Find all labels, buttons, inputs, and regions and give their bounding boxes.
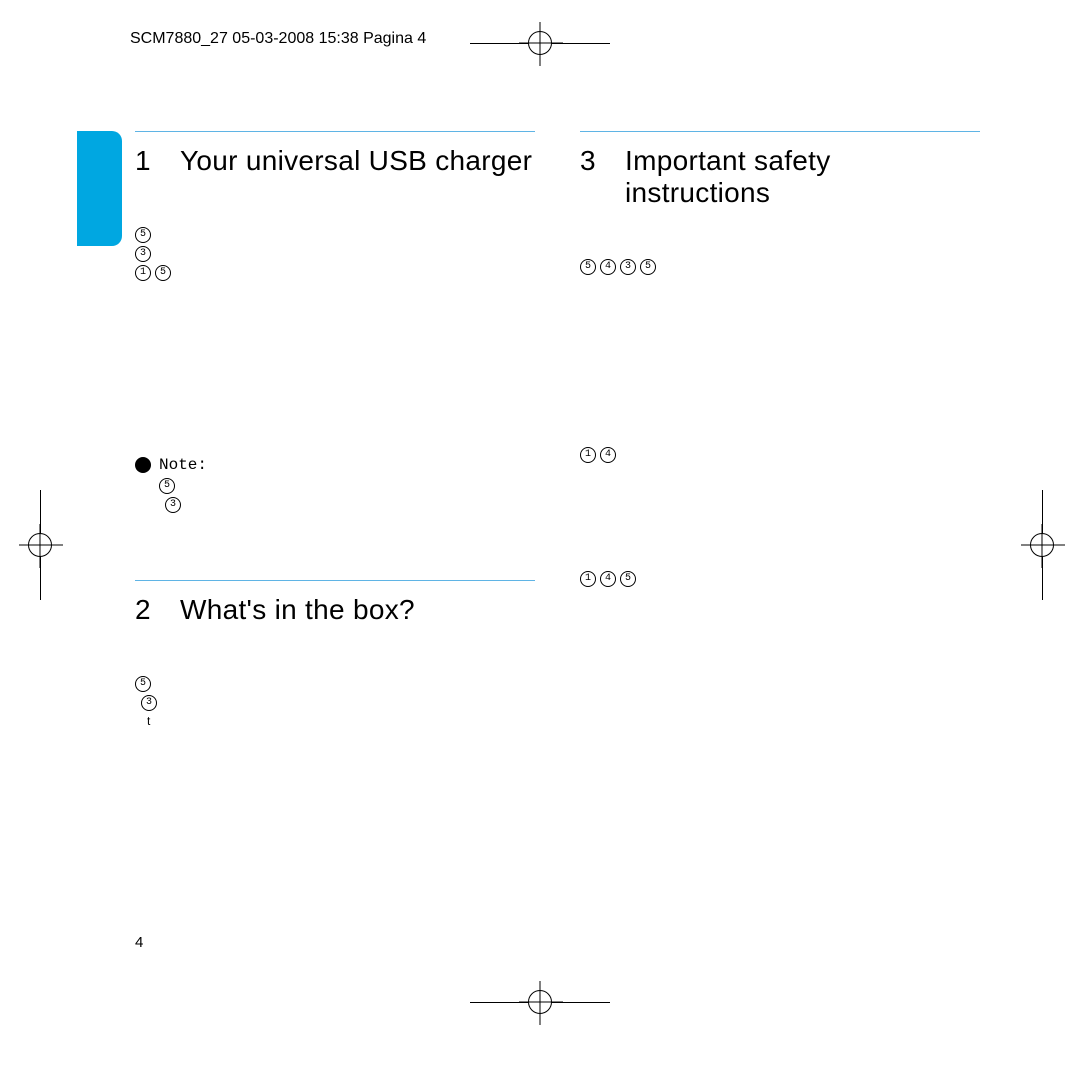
reference-block: 5 3 1 5 <box>135 227 535 281</box>
circled-ref: 5 <box>135 227 151 243</box>
section-number: 2 <box>135 594 180 626</box>
circled-ref: 5 <box>135 676 151 692</box>
print-header: SCM7880_27 05-03-2008 15:38 Pagina 4 <box>130 30 426 48</box>
circled-ref: 1 <box>580 447 596 463</box>
circled-ref: 5 <box>640 259 656 275</box>
circled-ref: 3 <box>620 259 636 275</box>
note-block: Note: 5 3 <box>135 456 535 513</box>
reference-block: 5 3 t <box>135 676 535 728</box>
section-title: What's in the box? <box>180 594 415 626</box>
section-rule <box>135 131 535 132</box>
section-rule <box>135 580 535 581</box>
circled-ref: 4 <box>600 259 616 275</box>
note-bullet-icon <box>135 457 151 473</box>
section-title: Your universal USB charger <box>180 145 532 177</box>
reference-block: 5 4 3 5 <box>580 259 980 275</box>
note-label: Note: <box>159 456 207 474</box>
circled-ref: 1 <box>135 265 151 281</box>
circled-ref: 4 <box>600 571 616 587</box>
section-2: 2 What's in the box? 5 3 t <box>135 580 535 734</box>
crop-mark-left <box>28 533 52 557</box>
page-number: 4 <box>135 934 143 951</box>
crop-mark-right <box>1030 533 1054 557</box>
circled-ref: 5 <box>155 265 171 281</box>
section-title: Important safety instructions <box>625 145 980 209</box>
circled-ref: 5 <box>580 259 596 275</box>
section-number: 3 <box>580 145 625 177</box>
section-1: 1 Your universal USB charger 5 3 1 5 Not… <box>135 131 535 516</box>
circled-ref: 3 <box>135 246 151 262</box>
glyph: t <box>135 714 150 728</box>
section-rule <box>580 131 980 132</box>
crop-mark-bottom <box>528 990 552 1014</box>
section-3: 3 Important safety instructions 5 4 3 5 … <box>580 131 980 593</box>
reference-block: 1 4 <box>580 447 980 463</box>
circled-ref: 5 <box>620 571 636 587</box>
reference-block: 1 4 5 <box>580 571 980 587</box>
circled-ref: 3 <box>141 695 157 711</box>
circled-ref: 3 <box>165 497 181 513</box>
crop-mark-top <box>528 31 552 55</box>
circled-ref: 4 <box>600 447 616 463</box>
circled-ref: 1 <box>580 571 596 587</box>
section-number: 1 <box>135 145 180 177</box>
language-tab <box>77 131 122 246</box>
circled-ref: 5 <box>159 478 175 494</box>
